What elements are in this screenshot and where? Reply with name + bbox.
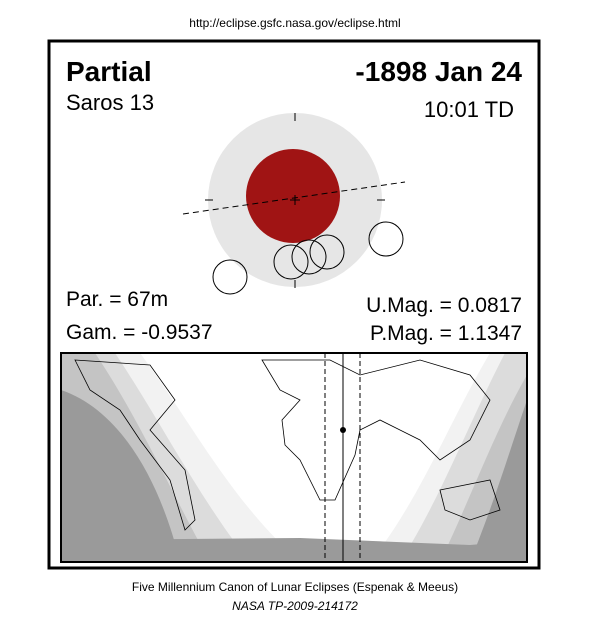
- penumbral-duration: Par. = 67m: [66, 288, 168, 311]
- eclipse-date: -1898 Jan 24: [355, 56, 522, 87]
- moon: [212, 259, 248, 295]
- moon: [273, 244, 309, 280]
- umbra: [246, 149, 340, 243]
- map-border: [60, 352, 528, 563]
- moon-positions: [212, 221, 404, 295]
- moon: [291, 239, 327, 275]
- footer-credit: Five Millennium Canon of Lunar Eclipses …: [132, 580, 458, 594]
- url: http://eclipse.gsfc.nasa.gov/eclipse.htm…: [189, 16, 400, 30]
- moon: [309, 234, 345, 270]
- visibility-map: [60, 352, 528, 563]
- frame: [47, 39, 541, 570]
- penumbral-magnitude: P.Mag. = 1.1347: [370, 322, 522, 345]
- eclipse-type: Partial: [66, 56, 152, 87]
- moon: [368, 221, 404, 257]
- eclipse-geometry: [182, 113, 406, 295]
- time: 10:01 TD: [424, 97, 514, 122]
- footer-publication: NASA TP-2009-214172: [232, 599, 358, 613]
- saros: Saros 13: [66, 90, 154, 115]
- moon-path: [182, 181, 406, 215]
- umbral-magnitude: U.Mag. = 0.0817: [366, 294, 522, 317]
- subpoint: [340, 427, 346, 433]
- gamma: Gam. = -0.9537: [66, 321, 213, 344]
